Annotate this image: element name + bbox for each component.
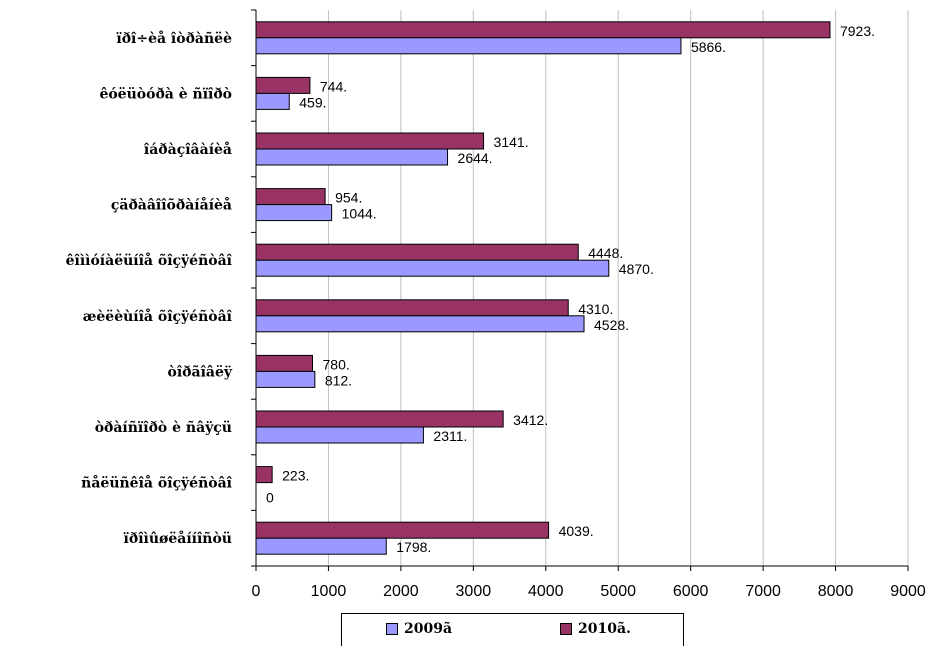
bar-2010: [255, 521, 550, 539]
category-label: æèëèùíîå õîçÿéñòâî: [83, 307, 233, 325]
data-label-2009: 459.: [299, 94, 326, 110]
category-label: îáðàçîâàíèå: [144, 140, 232, 158]
data-label-2009: 2311.: [433, 428, 467, 444]
bar-2009: [255, 426, 424, 444]
legend-label-2010: 2010ã.: [578, 621, 631, 637]
data-label-2010: 744.: [320, 78, 347, 94]
category-label: ïðîìûøëåííîñòü: [124, 529, 232, 547]
data-label-2009: 1044.: [342, 206, 377, 222]
data-label-2010: 223.: [282, 468, 309, 484]
category-label: ñåëüñêîå õîçÿéñòâî: [81, 474, 232, 492]
data-label-2010: 4310.: [578, 301, 613, 317]
bar-2009: [255, 204, 333, 222]
data-label-2010: 4448.: [588, 245, 623, 261]
data-label-2010: 780.: [323, 356, 350, 372]
category-label: òîðãîâëÿ: [168, 363, 233, 380]
data-label-2009: 5866.: [691, 39, 726, 55]
bar-2009: [255, 92, 290, 110]
category-label: êóëüòóðà è ñïîðò: [99, 85, 232, 102]
x-tick-label: 3000: [456, 583, 492, 600]
x-tick-label: 8000: [818, 583, 854, 600]
legend-item-2009: 2009ã: [386, 621, 452, 637]
legend-label-2009: 2009ã: [404, 621, 453, 637]
x-tick-label: 9000: [890, 583, 926, 600]
x-tick-label: 6000: [673, 583, 709, 600]
data-label-2010: 7923.: [840, 23, 875, 39]
bar-2009: [255, 315, 585, 333]
data-label-2009: 0: [266, 490, 274, 506]
legend-swatch-2010: [560, 623, 572, 635]
data-label-2010: 954.: [335, 190, 362, 206]
data-label-2010: 3141.: [494, 134, 529, 150]
category-label: òðàíñïîðò è ñâÿçü: [95, 419, 232, 436]
bar-2010: [255, 21, 831, 39]
x-tick-label: 1000: [311, 583, 347, 600]
data-label-2009: 812.: [325, 372, 352, 388]
x-tick-label: 0: [252, 583, 261, 600]
data-label-2009: 2644.: [458, 150, 493, 166]
chart-legend: 2009ã 2010ã.: [341, 613, 684, 646]
bar-2010: [255, 299, 569, 317]
bar-2009: [255, 37, 682, 55]
data-label-2010: 3412.: [513, 412, 548, 428]
bar-2010: [255, 188, 326, 206]
data-label-2009: 4528.: [594, 317, 629, 333]
bar-2010: [255, 76, 311, 94]
bar-2010: [255, 243, 579, 261]
data-label-2010: 4039.: [559, 523, 594, 539]
bar-2009: [255, 259, 610, 277]
category-label: ïðî÷èå îòðàñëè: [116, 29, 232, 47]
legend-item-2010: 2010ã.: [560, 621, 631, 637]
data-label-2009: 1798.: [396, 539, 431, 555]
x-tick-label: 2000: [383, 583, 419, 600]
bar-2010: [255, 132, 485, 150]
x-tick-label: 5000: [600, 583, 636, 600]
data-label-2009: 4870.: [619, 261, 654, 277]
x-tick-label: 7000: [745, 583, 781, 600]
category-label: êîììóíàëüíîå õîçÿéñòâî: [66, 251, 233, 269]
bar-2010: [255, 466, 273, 484]
bar-2010: [255, 410, 504, 428]
bar-2009: [255, 148, 449, 166]
legend-swatch-2009: [386, 623, 398, 635]
bar-2009: [255, 370, 316, 388]
bar-2009: [255, 537, 387, 555]
x-tick-label: 4000: [528, 583, 564, 600]
category-label: çäðàâîîõðàíåíèå: [111, 196, 232, 214]
bar-2010: [255, 354, 314, 372]
